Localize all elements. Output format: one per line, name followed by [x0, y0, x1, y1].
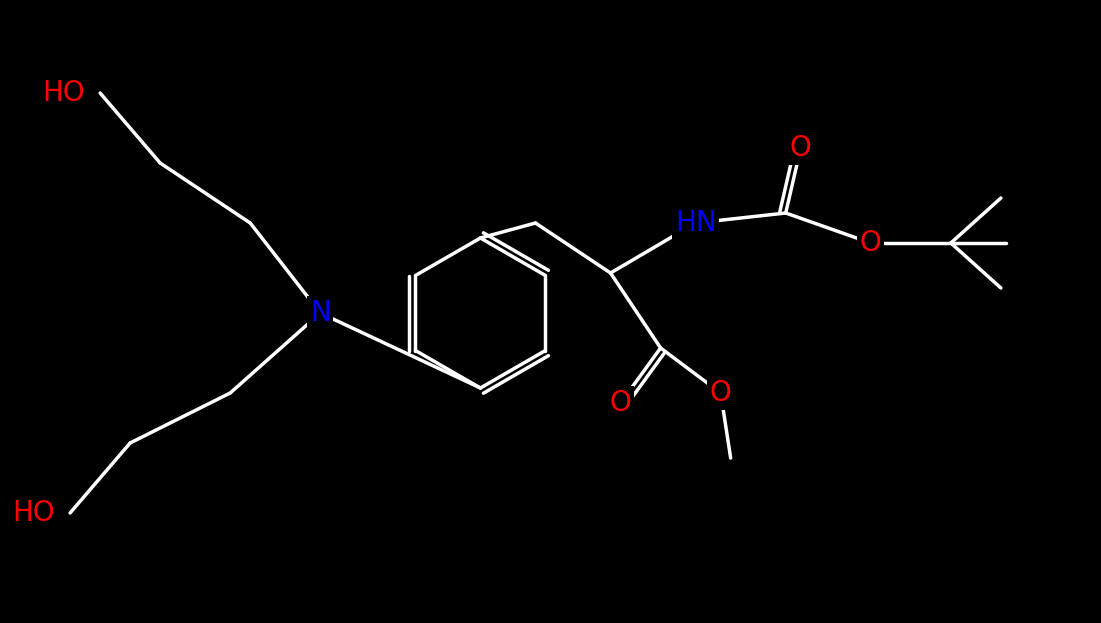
Text: O: O	[860, 229, 882, 257]
Text: N: N	[309, 299, 330, 327]
Text: HO: HO	[43, 79, 85, 107]
Text: HO: HO	[12, 499, 55, 527]
Text: O: O	[789, 134, 811, 162]
Text: O: O	[710, 379, 731, 407]
Text: O: O	[610, 389, 632, 417]
Text: HN: HN	[675, 209, 717, 237]
